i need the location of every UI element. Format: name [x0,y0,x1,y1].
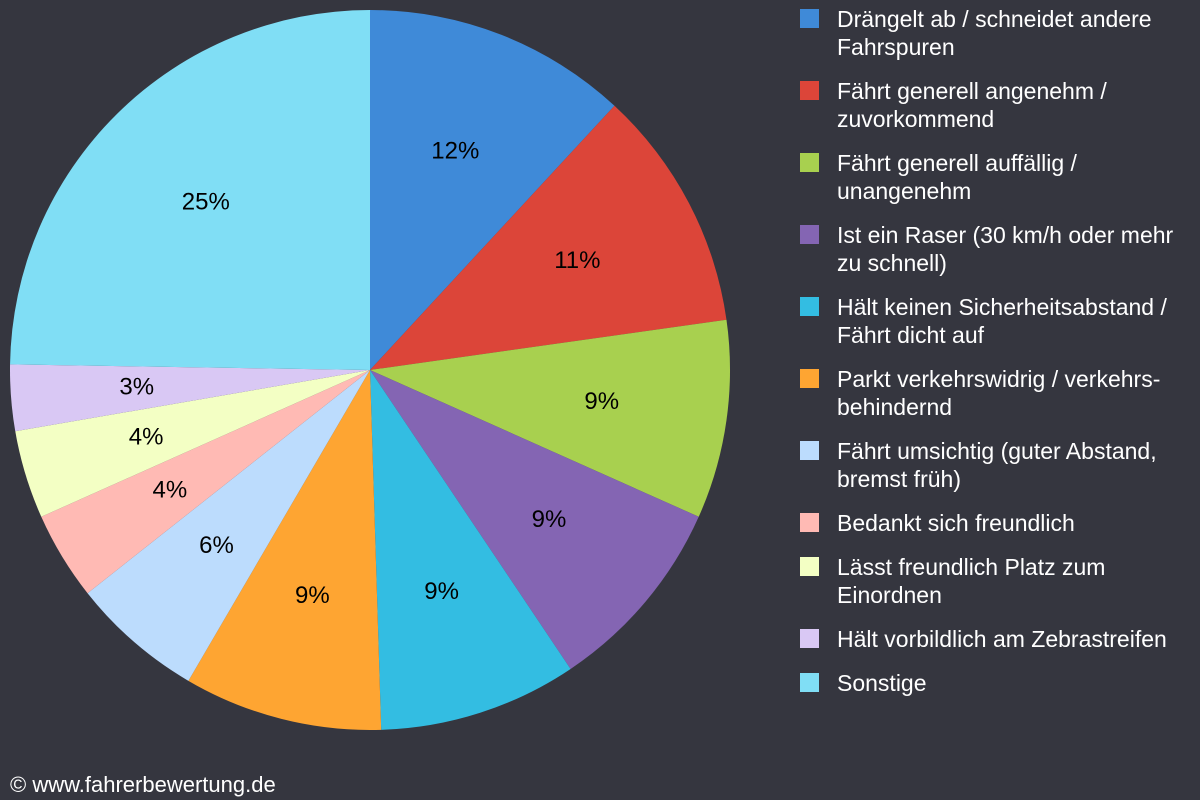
slice-label: 25% [182,189,230,216]
pie-slice [370,319,730,517]
legend-swatch [800,441,819,460]
slice-label: 6% [199,532,234,559]
pie-slice [370,370,699,669]
legend-label: Ist ein Raser (30 km/h oder mehr zu schn… [837,222,1174,276]
legend-item: Hält keinen Sicherheitsabstand / Fährt d… [800,293,1195,349]
legend-item: Fährt generell angenehm / zuvorkommend [800,77,1195,133]
slice-label: 9% [424,578,459,605]
legend-label: Sonstige [837,670,927,696]
slice-label: 4% [152,477,187,504]
legend-label: Fährt umsichtig (guter Abstand, bremst f… [837,438,1157,492]
slice-label: 9% [295,582,330,609]
legend-swatch [800,9,819,28]
legend-swatch [800,297,819,316]
legend-label: Bedankt sich freundlich [837,510,1075,536]
pie-slice [370,370,571,730]
legend-label: Fährt generell auffällig / unangenehm [837,150,1077,204]
pie: 12% 11% 9% 9% 9% 9% 6% 4% 4% 3% 25% [10,10,730,730]
pie-slice [10,364,370,432]
slice-label: 9% [584,388,619,415]
pie-slice [10,10,370,370]
source: © www.fahrerbewertung.de [10,772,276,797]
legend-item: Fährt umsichtig (guter Abstand, bremst f… [800,437,1195,493]
legend-swatch [800,153,819,172]
slice-label: 9% [532,506,567,533]
pie-slice [15,370,370,517]
legend-label: Parkt verkehrswidrig / verkehrs-behinder… [837,366,1161,420]
slice-label: 12% [431,137,479,164]
legend-item: Sonstige [800,669,1195,697]
legend-label: Drängelt ab / schneidet andere Fahrspure… [837,6,1152,60]
legend-item: Parkt verkehrswidrig / verkehrs-behinder… [800,365,1195,421]
legend-label: Hält vorbildlich am Zebrastreifen [837,626,1167,652]
pie-slice [370,105,727,371]
legend-swatch [800,673,819,692]
legend-item: Hält vorbildlich am Zebrastreifen [800,625,1195,653]
legend-item: Ist ein Raser (30 km/h oder mehr zu schn… [800,221,1195,277]
legend-item: Bedankt sich freundlich [800,509,1195,537]
slice-label: 3% [119,374,154,401]
pie-slice [41,370,370,594]
pie-slice [370,10,615,370]
legend-swatch [800,225,819,244]
legend-item: Drängelt ab / schneidet andere Fahrspure… [800,5,1195,61]
legend-label: Hält keinen Sicherheitsabstand / Fährt d… [837,294,1167,348]
pie-slice [87,370,370,681]
pie-slice [188,370,382,730]
legend-item: Lässt freundlich Platz zum Einordnen [800,553,1195,609]
slice-label: 11% [554,247,600,274]
legend-label: Lässt freundlich Platz zum Einordnen [837,554,1106,608]
legend-item: Fährt generell auffällig / unangenehm [800,149,1195,205]
legend-swatch [800,557,819,576]
slice-label: 4% [129,423,164,450]
legend-swatch [800,629,819,648]
legend-swatch [800,369,819,388]
legend-swatch [800,513,819,532]
legend-swatch [800,81,819,100]
legend: Drängelt ab / schneidet andere Fahrspure… [800,5,1195,713]
legend-label: Fährt generell angenehm / zuvorkommend [837,78,1107,132]
